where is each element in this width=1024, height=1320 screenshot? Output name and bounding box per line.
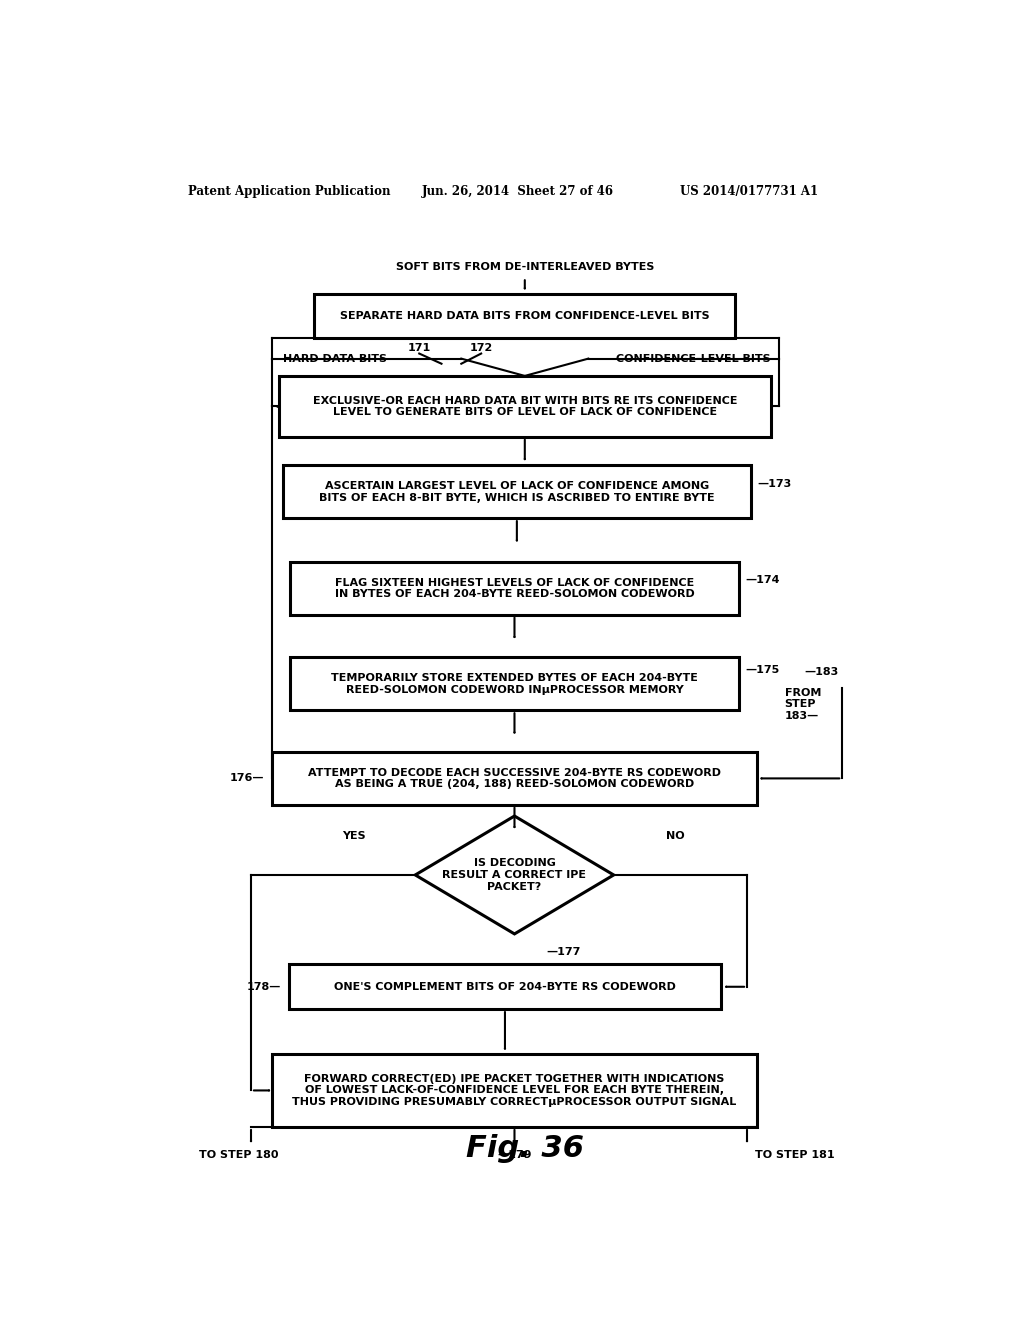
Polygon shape xyxy=(416,816,613,935)
Text: —173: —173 xyxy=(758,479,792,488)
Text: IS DECODING
RESULT A CORRECT IPE
PACKET?: IS DECODING RESULT A CORRECT IPE PACKET? xyxy=(442,858,587,891)
Text: ATTEMPT TO DECODE EACH SUCCESSIVE 204-BYTE RS CODEWORD
AS BEING A TRUE (204, 188: ATTEMPT TO DECODE EACH SUCCESSIVE 204-BY… xyxy=(308,768,721,789)
Text: FORWARD CORRECT(ED) IPE PACKET TOGETHER WITH INDICATIONS
OF LOWEST LACK-OF-CONFI: FORWARD CORRECT(ED) IPE PACKET TOGETHER … xyxy=(293,1074,736,1107)
Text: 178—: 178— xyxy=(247,982,281,991)
Text: Jun. 26, 2014  Sheet 27 of 46: Jun. 26, 2014 Sheet 27 of 46 xyxy=(422,185,613,198)
Text: 176—: 176— xyxy=(230,774,264,783)
Text: TEMPORARILY STORE EXTENDED BYTES OF EACH 204-BYTE
REED-SOLOMON CODEWORD INμPROCE: TEMPORARILY STORE EXTENDED BYTES OF EACH… xyxy=(331,673,698,694)
Text: YES: YES xyxy=(342,832,366,841)
Text: CONFIDENCE-LEVEL BITS: CONFIDENCE-LEVEL BITS xyxy=(616,354,771,363)
Text: SOFT BITS FROM DE-INTERLEAVED BYTES: SOFT BITS FROM DE-INTERLEAVED BYTES xyxy=(395,263,654,272)
FancyBboxPatch shape xyxy=(272,752,757,805)
FancyBboxPatch shape xyxy=(314,293,735,338)
Text: 171: 171 xyxy=(408,343,431,354)
Text: Fig. 36: Fig. 36 xyxy=(466,1134,584,1163)
FancyBboxPatch shape xyxy=(289,965,721,1008)
Text: FROM
STEP
183—: FROM STEP 183— xyxy=(784,688,821,721)
FancyBboxPatch shape xyxy=(290,562,738,615)
Text: —183: —183 xyxy=(805,667,839,677)
Text: —174: —174 xyxy=(745,576,779,585)
Text: SEPARATE HARD DATA BITS FROM CONFIDENCE-LEVEL BITS: SEPARATE HARD DATA BITS FROM CONFIDENCE-… xyxy=(340,312,710,321)
Text: Patent Application Publication: Patent Application Publication xyxy=(187,185,390,198)
Text: HARD DATA BITS: HARD DATA BITS xyxy=(283,354,387,363)
Text: ASCERTAIN LARGEST LEVEL OF LACK OF CONFIDENCE AMONG
BITS OF EACH 8-BIT BYTE, WHI: ASCERTAIN LARGEST LEVEL OF LACK OF CONFI… xyxy=(319,480,715,503)
FancyBboxPatch shape xyxy=(279,376,771,437)
Text: US 2014/0177731 A1: US 2014/0177731 A1 xyxy=(680,185,818,198)
FancyBboxPatch shape xyxy=(290,657,738,710)
Text: —179: —179 xyxy=(498,1151,531,1160)
Text: ONE'S COMPLEMENT BITS OF 204-BYTE RS CODEWORD: ONE'S COMPLEMENT BITS OF 204-BYTE RS COD… xyxy=(334,982,676,991)
FancyBboxPatch shape xyxy=(283,466,751,519)
Text: NO: NO xyxy=(667,832,685,841)
Text: —177: —177 xyxy=(546,948,581,957)
FancyBboxPatch shape xyxy=(272,1053,757,1127)
Text: FLAG SIXTEEN HIGHEST LEVELS OF LACK OF CONFIDENCE
IN BYTES OF EACH 204-BYTE REED: FLAG SIXTEEN HIGHEST LEVELS OF LACK OF C… xyxy=(335,578,694,599)
Text: TO STEP 180: TO STEP 180 xyxy=(200,1151,279,1160)
Text: EXCLUSIVE-OR EACH HARD DATA BIT WITH BITS RE ITS CONFIDENCE
LEVEL TO GENERATE BI: EXCLUSIVE-OR EACH HARD DATA BIT WITH BIT… xyxy=(312,396,737,417)
Text: —175: —175 xyxy=(745,665,779,675)
Text: TO STEP 181: TO STEP 181 xyxy=(755,1151,835,1160)
Text: 172: 172 xyxy=(470,343,493,354)
